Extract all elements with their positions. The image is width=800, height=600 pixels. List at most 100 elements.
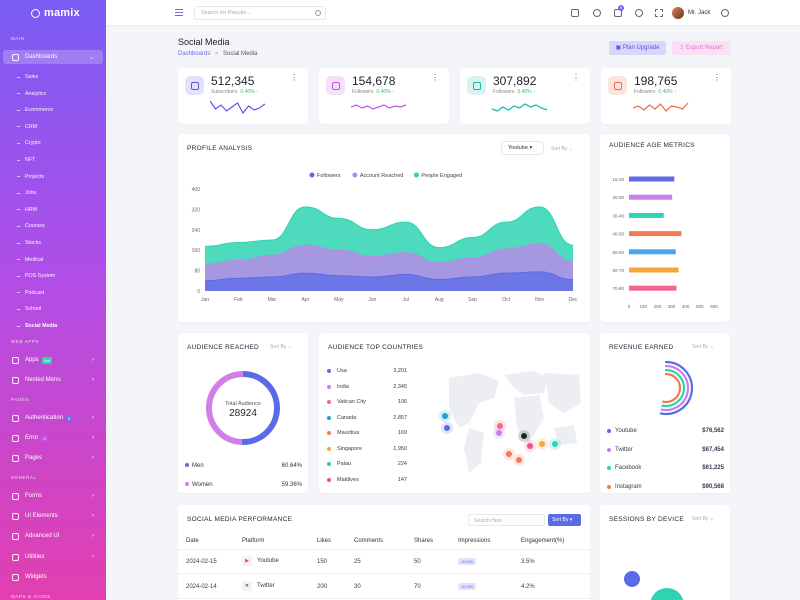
audience-sort-by[interactable]: Sort By ⌄ [270,344,292,350]
country-name: India [337,383,349,390]
x-tick-label: Nov [535,297,544,303]
section-general: GENERAL [11,475,37,480]
sidebar-item-apps[interactable]: Apps Hot › [3,353,103,367]
sidebar-subitem[interactable]: HRM [17,207,37,213]
series-line [204,243,574,265]
sidebar-subitem[interactable]: Crypto [17,140,41,146]
sidebar-subitem[interactable]: Social Media [17,323,57,329]
sidebar-subitem[interactable]: POS System [17,273,55,279]
table-divider [178,598,590,599]
chevron-right-icon: › [92,513,94,519]
sidebar-subitem[interactable]: Podcast [17,290,44,296]
translate-icon[interactable] [571,9,579,17]
age-bar [629,267,679,273]
performance-search-input[interactable]: Search Here [468,514,545,526]
bell-icon[interactable] [635,9,643,17]
stat-value: 154,678 [352,74,396,88]
youtube-icon [190,81,199,90]
sidebar-subitem[interactable]: Courses [17,223,45,229]
stat-change: 0.40% ↑ [240,89,259,95]
brand-logo[interactable]: mamix [0,0,106,26]
sidebar-subitem[interactable]: Projects [17,174,44,180]
legend-label: Women [192,482,213,488]
x-tick-label: Mar [268,297,277,303]
table-cell: 70 [414,584,421,590]
fullscreen-icon[interactable] [655,9,663,17]
stat-icon-bg [467,76,486,95]
more-options-icon[interactable]: ⋮ [431,73,439,82]
country-row: Maldives 147 [327,475,407,485]
top-countries-card: AUDIENCE TOP COUNTRIES Usa 3,201 India 2,34… [319,333,590,493]
sidebar-item-pages[interactable]: Pages › [3,451,103,465]
table-divider [178,549,590,550]
stat-label-text: Followers [352,89,374,95]
export-report-button[interactable]: ⇪ Export Report [672,41,730,55]
country-name: Palau [337,461,352,467]
country-marker [327,431,331,435]
performance-sort-button[interactable]: Sort By ▾ [548,514,581,526]
sidebar-item-dashboards[interactable]: Dashboards ⌄ [3,50,103,64]
sidebar-subitem[interactable]: Jobs [17,190,36,196]
sidebar-item-error[interactable]: Error 3 › [3,431,103,445]
profile-analysis-card: PROFILE ANALYSIS Youtube ▾ Sort By ⌄ 0 80… [178,134,590,322]
avatar[interactable] [672,7,684,19]
table-header: Impressions [458,538,491,544]
theme-toggle-icon[interactable] [593,9,601,17]
country-value: 169 [397,430,407,436]
x-tick-label: Dec [569,297,578,303]
country-marker [327,384,331,389]
sidebar-subitem[interactable]: NFT [17,157,35,163]
plan-upgrade-button[interactable]: ▣ Plan Upgrade [609,41,666,55]
sidebar-subitem[interactable]: Stocks [17,240,41,246]
series-line [204,271,574,282]
sidebar-item-forms[interactable]: Forms › [3,489,103,503]
more-options-icon[interactable]: ⋮ [290,73,298,82]
stat-sparkline [633,102,689,112]
more-options-icon[interactable]: ⋮ [713,73,721,82]
lock-icon [12,414,19,422]
table-header: Comments [354,538,384,544]
revenue-marker [607,466,611,470]
user-name[interactable]: Mr. Jack [688,10,711,16]
sidebar-subitem[interactable]: Medical [17,257,43,263]
profile-sort-by[interactable]: Sort By ⌄ [551,146,573,152]
sidebar-item-utilities[interactable]: Utilities › [3,550,103,564]
more-options-icon[interactable]: ⋮ [572,73,580,82]
country-name: Usa [337,368,347,374]
sessions-sort-by[interactable]: Sort By ⌄ [692,516,714,522]
platform-select[interactable]: Youtube ▾ [501,141,544,155]
sidebar-subitem[interactable]: Sales [17,74,38,80]
sidebar-subitem[interactable]: School [17,306,41,312]
gear-icon[interactable] [721,9,729,17]
section-web-apps: WEB APPS [11,339,40,344]
age-bar [629,176,675,182]
sidebar-subitem[interactable]: CRM [17,124,37,130]
stat-icon-bg [326,76,345,95]
session-bubble-blue [624,571,640,587]
sidebar-item-ui-elements[interactable]: UI Elements › [3,509,103,523]
revenue-sort-by[interactable]: Sort By ⌄ [692,344,714,350]
country-value: 2,345 [393,383,407,390]
twitter-icon: ✕ [242,581,252,591]
sidebar-item-authentication[interactable]: Authentication 8 › [3,411,103,425]
legend-label: Account Reached [360,173,403,179]
table-cell: 200 [317,584,328,590]
apps-icon [12,356,19,364]
age-category-label: 30-40 [612,213,624,218]
stat-label-text: Followers [634,89,656,95]
menu-toggle-icon[interactable] [175,9,183,16]
sidebar-subitem[interactable]: Analytics [17,91,46,97]
search-input[interactable]: Search for Results... [194,6,326,20]
sidebar-item-widgets[interactable]: Widgets [3,570,103,584]
revenue-value: $61,225 [702,465,724,471]
breadcrumb-dashboards[interactable]: Dashboards [178,51,211,57]
table-cell: 50 [414,559,421,565]
widgets-icon [12,573,19,581]
sidebar-item-advanced-ui[interactable]: Advanced UI › [3,529,103,543]
age-x-tick: 0 [628,304,631,309]
profile-analysis-title: PROFILE ANALYSIS [187,145,253,152]
sidebar-subitem[interactable]: Ecommerce [17,107,53,113]
chevron-right-icon: › [92,493,94,499]
sidebar-item-nested-menu[interactable]: Nested Menu › [3,373,103,387]
table-cell: 4.2% [521,584,535,590]
